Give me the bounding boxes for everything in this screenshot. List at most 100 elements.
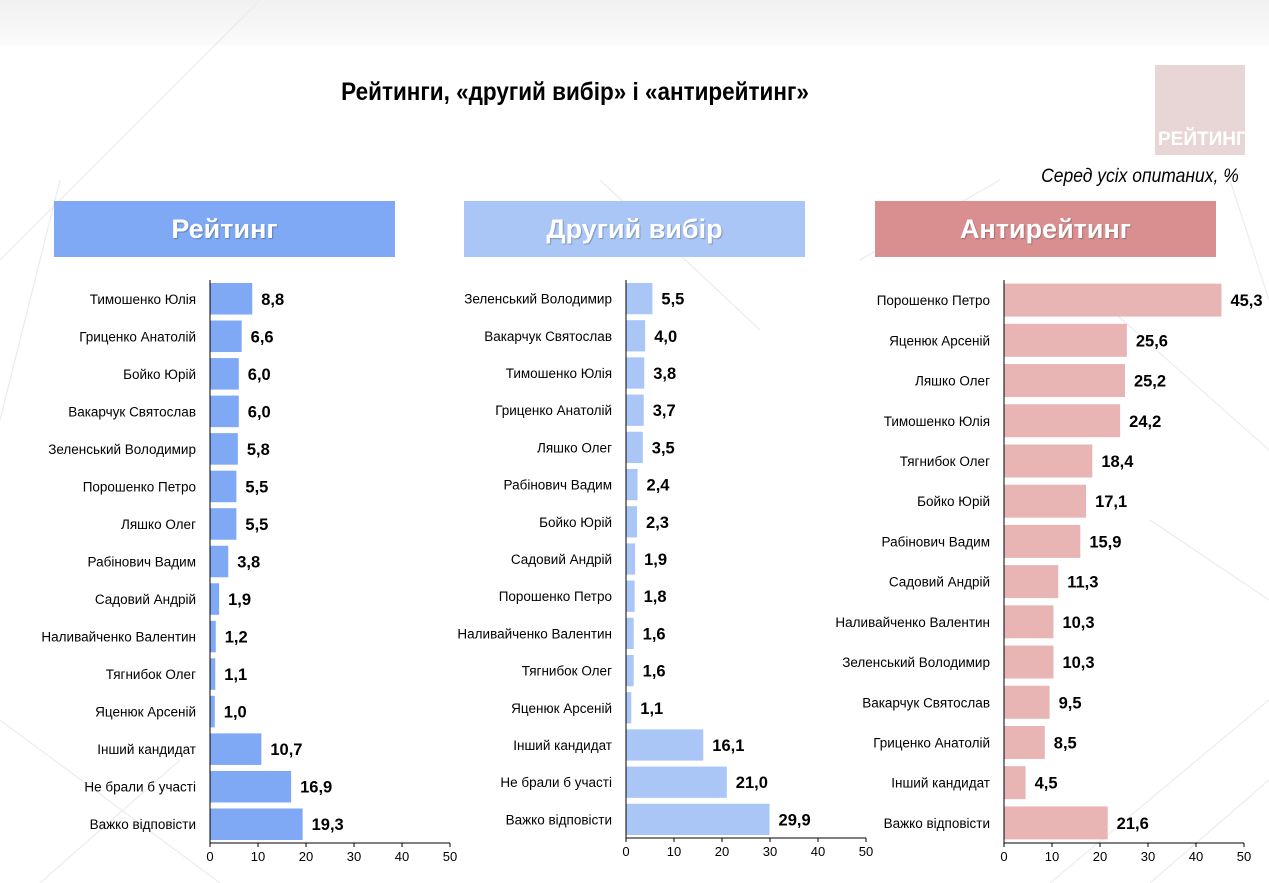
second-value-label: 3,8 [653, 365, 676, 383]
second-value-label: 16,1 [712, 737, 744, 755]
rating-bar [210, 733, 262, 765]
rating-bar [210, 770, 292, 803]
anti-category-label: Садовий Андрій [889, 575, 990, 590]
second-bar [626, 357, 645, 389]
anti-value-label: 25,2 [1134, 373, 1166, 391]
rating-bar [210, 395, 239, 428]
second-value-label: 2,3 [646, 514, 669, 532]
anti-rating-panel-header: Антирейтинг [875, 201, 1216, 257]
anti-category-label: Наливайченко Валентин [835, 615, 990, 630]
second-bar [626, 431, 643, 464]
rating-bar [210, 808, 303, 840]
rating-category-label: Не брали б участі [84, 780, 196, 795]
second-chart: Зеленський Володимир 5,5 Вакарчук Святосла… [457, 280, 873, 859]
rating-x-tick-label: 30 [347, 849, 361, 864]
second-category-label: Тягнибок Олег [522, 664, 612, 679]
second-value-label: 1,6 [643, 625, 666, 643]
second-value-label: 29,9 [779, 811, 811, 829]
anti-x-tick-label: 20 [1093, 849, 1107, 864]
second-category-label: Тимошенко Юлія [506, 366, 612, 381]
rating-value-label: 6,0 [248, 403, 271, 421]
rating-value-label: 6,0 [248, 366, 271, 384]
second-x-tick-label: 50 [859, 844, 873, 859]
anti-category-label: Тимошенко Юлія [884, 414, 990, 429]
logo-text: РЕЙТИНГ [1158, 129, 1247, 150]
anti-x-tick-label: 30 [1141, 849, 1155, 864]
anti-category-label: Ляшко Олег [915, 374, 990, 389]
anti-category-label: Гриценко Анатолій [873, 735, 990, 750]
anti-bar [1004, 565, 1059, 599]
second-category-label: Наливайченко Валентин [457, 626, 612, 641]
second-bar [626, 803, 770, 836]
second-bar [626, 394, 644, 426]
rating-bar [210, 283, 253, 315]
second-x-tick-label: 40 [811, 844, 825, 859]
second-value-label: 3,7 [653, 402, 676, 420]
rating-value-label: 1,9 [228, 591, 251, 609]
rating-bar [210, 658, 216, 690]
second-value-label: 2,4 [647, 477, 671, 495]
second-category-label: Яценюк Арсеній [511, 701, 612, 716]
rating-value-label: 5,8 [247, 441, 270, 459]
second-choice-panel-header: Другий вибір [464, 201, 805, 257]
second-bar [626, 654, 634, 687]
anti-value-label: 17,1 [1095, 493, 1127, 511]
anti-value-label: 15,9 [1089, 533, 1121, 551]
rating-value-label: 19,3 [312, 816, 344, 834]
anti-value-label: 4,5 [1035, 775, 1058, 793]
rating-value-label: 1,0 [224, 704, 247, 722]
second-category-label: Зеленський Володимир [464, 292, 612, 307]
rating-category-label: Інший кандидат [97, 742, 196, 757]
anti-category-label: Яценюк Арсеній [889, 333, 990, 348]
rating-value-label: 10,7 [270, 741, 302, 759]
anti-value-label: 25,6 [1136, 332, 1168, 350]
rating-bar [210, 508, 237, 540]
anti-bar [1004, 283, 1222, 317]
anti-bar [1004, 323, 1127, 357]
rating-category-label: Вакарчук Святослав [68, 404, 196, 419]
second-value-label: 1,9 [644, 551, 667, 569]
rating-bar [210, 358, 239, 390]
rating-bar [210, 545, 229, 578]
anti-x-tick-label: 10 [1045, 849, 1059, 864]
anti-value-label: 11,3 [1067, 574, 1098, 592]
anti-category-label: Вакарчук Святослав [862, 695, 990, 710]
rating-bar [210, 320, 242, 353]
chart-subtitle: Серед усіх опитаних, % [1041, 166, 1239, 187]
rating-category-label: Ляшко Олег [121, 517, 196, 532]
second-bar [626, 729, 704, 761]
rating-x-tick-label: 40 [395, 849, 409, 864]
rating-value-label: 6,6 [251, 328, 274, 346]
anti-chart: Порошенко Петро 45,3 Яценюк Арсеній 25,6 Ляш… [835, 280, 1263, 864]
second-bar [626, 580, 635, 612]
rating-category-label: Гриценко Анатолій [79, 329, 196, 344]
second-value-label: 3,5 [652, 439, 675, 457]
second-bar [626, 468, 638, 501]
anti-bar [1004, 766, 1026, 800]
second-value-label: 5,5 [661, 291, 684, 309]
anti-category-label: Інший кандидат [891, 776, 990, 791]
anti-category-label: Порошенко Петро [877, 293, 990, 308]
anti-bar [1004, 364, 1125, 398]
rating-bar [210, 695, 215, 728]
rating-category-label: Важко відповісти [90, 817, 196, 832]
anti-x-tick-label: 50 [1237, 849, 1251, 864]
anti-category-label: Тягнибок Олег [900, 454, 990, 469]
anti-value-label: 9,5 [1059, 694, 1082, 712]
rating-value-label: 5,5 [245, 478, 268, 496]
anti-value-label: 21,6 [1117, 815, 1149, 833]
rating-category-label: Рабінович Вадим [88, 555, 196, 570]
second-bar [626, 282, 653, 315]
rating-value-label: 3,8 [237, 554, 260, 572]
page-title: Рейтинги, «другий вибір» і «антирейтинг» [341, 78, 809, 106]
second-value-label: 4,0 [654, 328, 677, 346]
second-value-label: 1,8 [644, 588, 667, 606]
second-x-tick-label: 30 [763, 844, 777, 859]
anti-x-tick-label: 0 [1000, 849, 1007, 864]
anti-value-label: 10,3 [1062, 654, 1094, 672]
anti-bar [1004, 404, 1121, 438]
rating-logo: РЕЙТИНГ [1155, 65, 1247, 155]
rating-x-tick-label: 10 [251, 849, 265, 864]
